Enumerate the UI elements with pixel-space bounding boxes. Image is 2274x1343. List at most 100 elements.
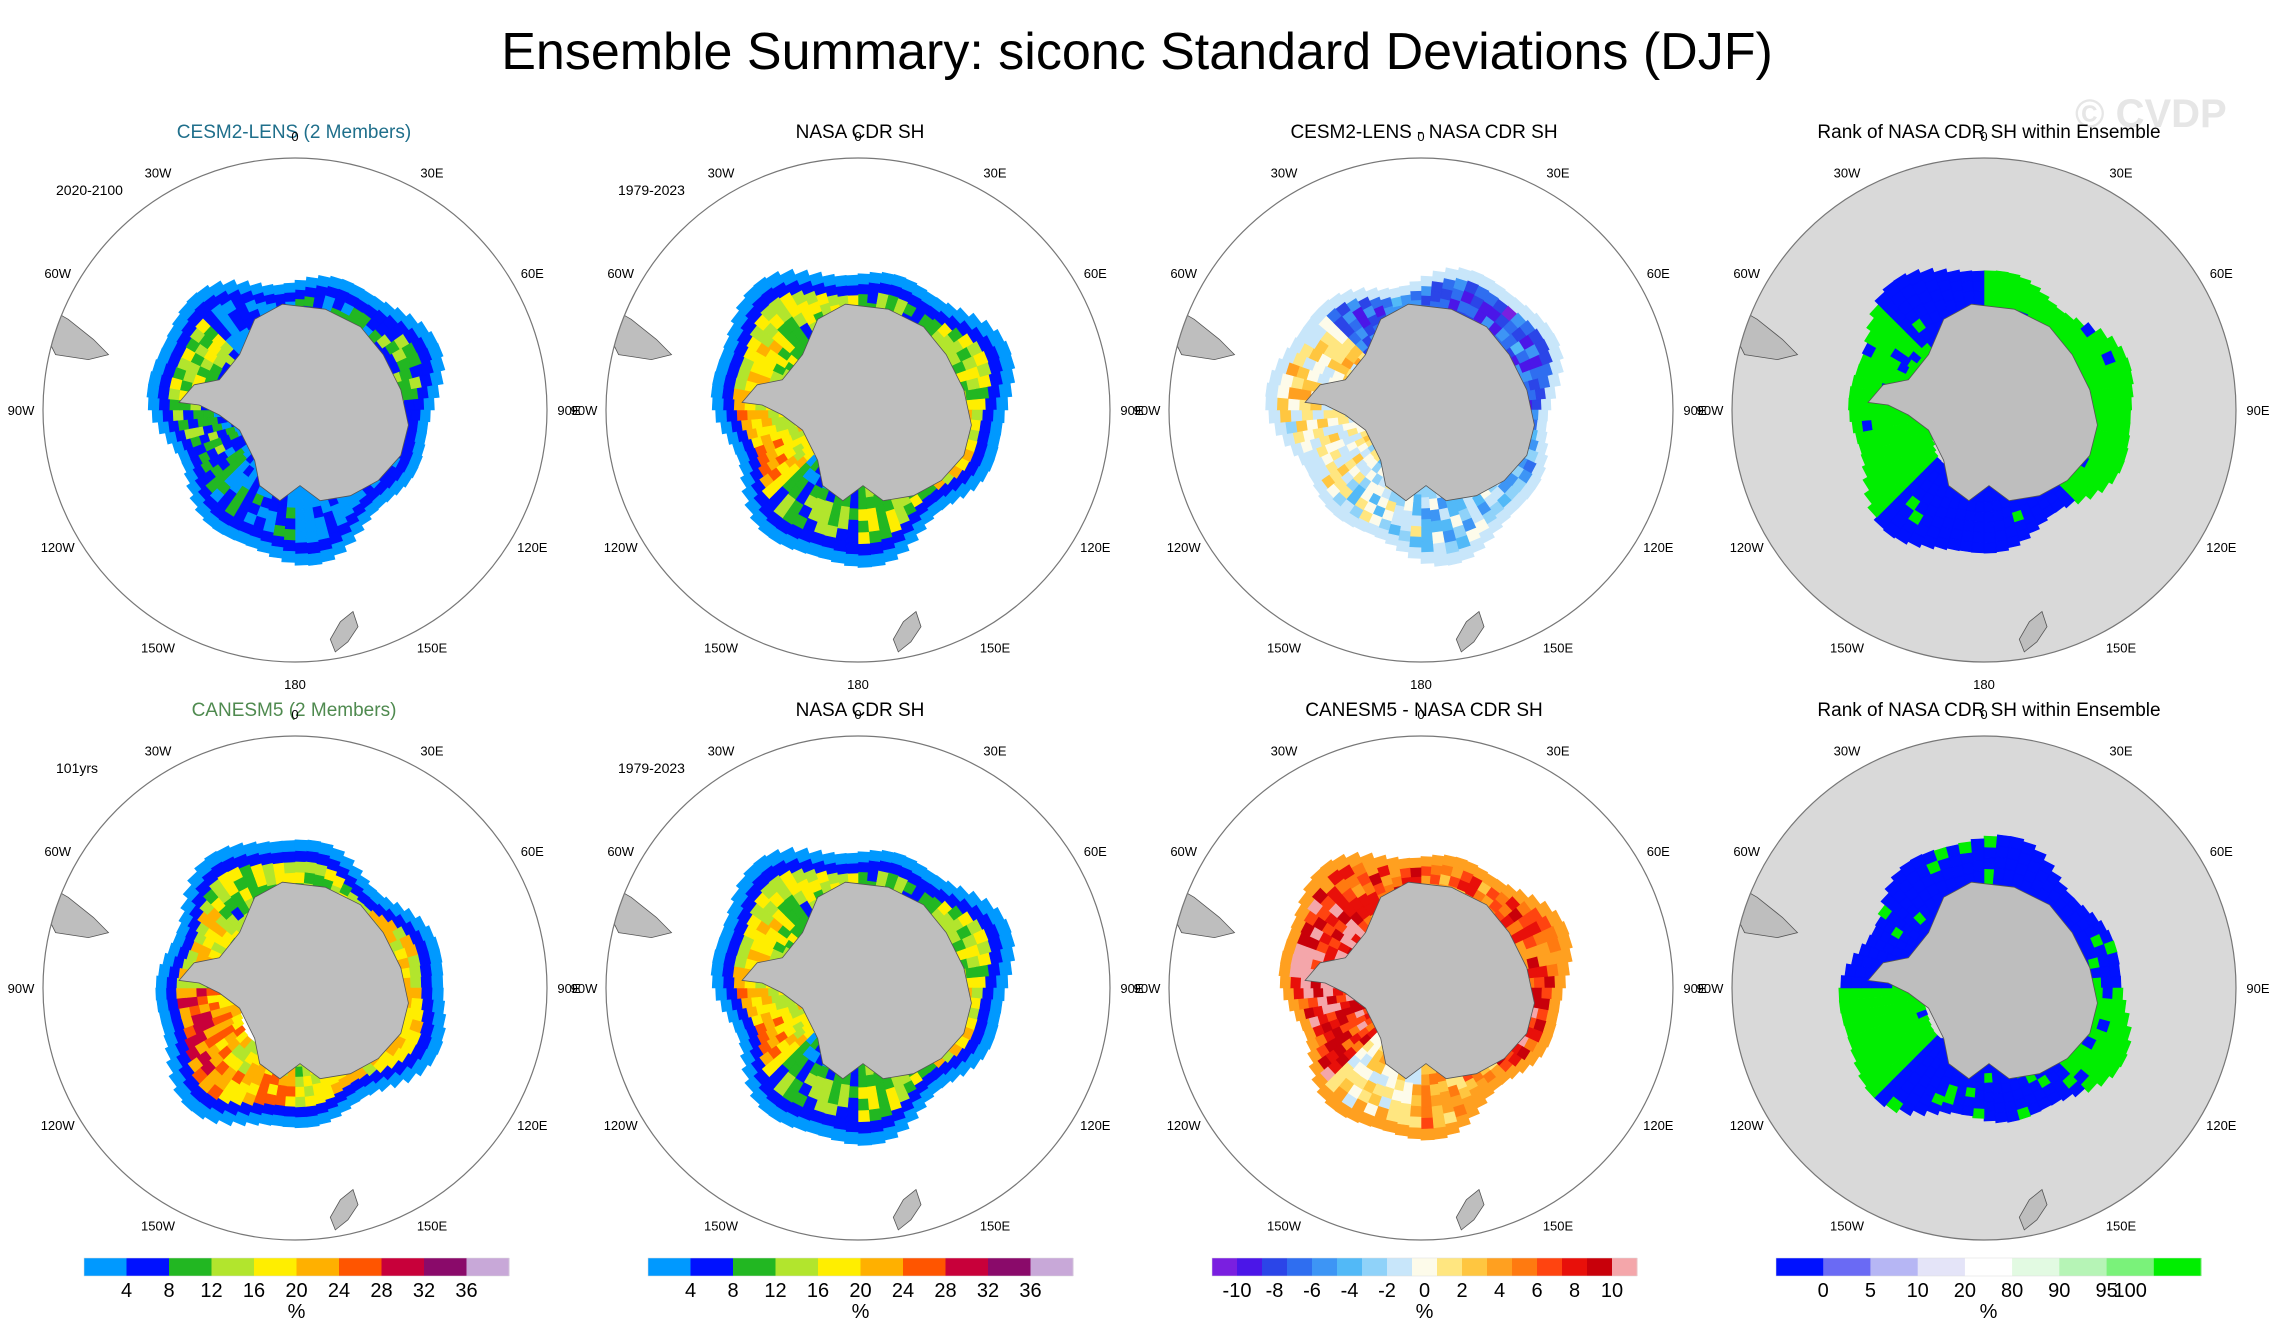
field-cell <box>165 987 177 1000</box>
field-cell <box>1410 290 1422 301</box>
colorbar-tick-label: 8 <box>163 1280 174 1302</box>
field-cell <box>768 527 787 545</box>
field-cell <box>158 963 171 978</box>
field-cell <box>1863 487 1881 505</box>
colorbar-swatch <box>126 1258 170 1276</box>
new-zealand-landmass <box>1455 610 1485 653</box>
longitude-label: 90W <box>1697 403 1724 418</box>
field-cell <box>1959 851 1974 865</box>
field-cell <box>420 975 433 989</box>
field-cell <box>848 1086 859 1099</box>
field-cell <box>1983 521 1996 534</box>
field-cell <box>848 508 859 521</box>
new-zealand-landmass <box>1455 1188 1485 1231</box>
colorbar-swatch <box>1387 1258 1413 1276</box>
colorbar-swatch <box>945 1258 989 1276</box>
field-cell <box>427 384 440 399</box>
field-cell <box>992 987 1005 1002</box>
field-cell <box>1983 1091 1995 1103</box>
field-cell <box>294 498 305 511</box>
longitude-label: 90W <box>571 981 598 996</box>
field-cell <box>945 489 961 505</box>
field-cell <box>818 1124 834 1139</box>
field-cell <box>1544 386 1557 400</box>
field-cell <box>206 994 219 1004</box>
field-cell <box>1958 841 1973 855</box>
colorbar-swatch <box>648 1258 691 1276</box>
field-cell <box>304 1095 317 1108</box>
field-cell <box>177 419 189 431</box>
field-cell <box>1532 1042 1548 1058</box>
field-cell <box>865 1074 876 1088</box>
field-cell <box>1409 1105 1422 1118</box>
field-cell <box>274 293 286 304</box>
field-cell <box>180 1092 200 1112</box>
field-cell <box>1282 432 1296 447</box>
field-cell <box>186 292 205 310</box>
field-cell <box>1858 409 1870 422</box>
field-cell <box>147 396 160 411</box>
field-cell <box>1870 418 1882 431</box>
field-cell <box>869 541 884 556</box>
longitude-label: 60W <box>44 266 71 281</box>
field-cell <box>760 995 773 1006</box>
colorbar-tick-label: 16 <box>243 1280 265 1302</box>
field-cell <box>847 519 859 533</box>
field-cell <box>1543 332 1561 351</box>
longitude-label: 60W <box>1733 844 1760 859</box>
field-cell <box>1840 975 1852 989</box>
field-cell <box>202 511 220 528</box>
field-cell <box>249 282 264 296</box>
longitude-label: 60E <box>1084 266 1107 281</box>
field-cell <box>1867 500 1885 518</box>
field-cell <box>431 999 446 1015</box>
field-cell <box>1858 1069 1876 1087</box>
field-cell <box>339 855 355 871</box>
map-boundary <box>1168 735 1674 1241</box>
field-cell <box>1420 1085 1431 1098</box>
field-cell <box>183 468 199 484</box>
field-cell <box>1335 994 1347 1004</box>
field-cell <box>1478 275 1496 292</box>
field-cell <box>1971 270 1985 282</box>
field-cell <box>1319 859 1339 878</box>
field-cell <box>1428 498 1439 511</box>
field-cell <box>976 386 990 400</box>
longitude-label: 90E <box>1683 403 1706 418</box>
map-8-field <box>1732 736 2236 1240</box>
field-cell <box>744 497 762 515</box>
field-cell <box>979 420 993 434</box>
field-cell <box>1311 409 1324 420</box>
longitude-label: 90E <box>1683 981 1706 996</box>
colorbar-swatch <box>733 1258 776 1276</box>
field-cell <box>294 553 309 566</box>
field-cell <box>167 419 180 433</box>
field-cell <box>1848 987 1861 1001</box>
longitude-label: 30W <box>1834 744 1861 759</box>
field-cell <box>1983 511 1995 523</box>
colorbar-tick-label: 12 <box>764 1280 786 1302</box>
field-cell <box>2020 841 2037 856</box>
field-cell <box>403 462 419 479</box>
field-cell <box>992 409 1005 424</box>
field-cell <box>204 850 223 869</box>
field-cell <box>722 975 735 989</box>
field-cell <box>338 278 355 294</box>
field-cell <box>1851 420 1864 434</box>
field-cell <box>1538 998 1551 1011</box>
field-cell <box>757 987 769 998</box>
field-cell <box>971 987 984 1000</box>
field-cell <box>2070 488 2087 505</box>
colorbar-swatch <box>1537 1258 1563 1276</box>
field-cell <box>2112 987 2124 1001</box>
field-cell <box>305 530 319 544</box>
field-cell <box>294 486 304 500</box>
field-cell <box>387 1071 404 1089</box>
field-cell <box>407 419 419 432</box>
longitude-label: 120W <box>604 540 639 555</box>
field-cell <box>283 861 296 874</box>
field-cell <box>1869 996 1883 1009</box>
